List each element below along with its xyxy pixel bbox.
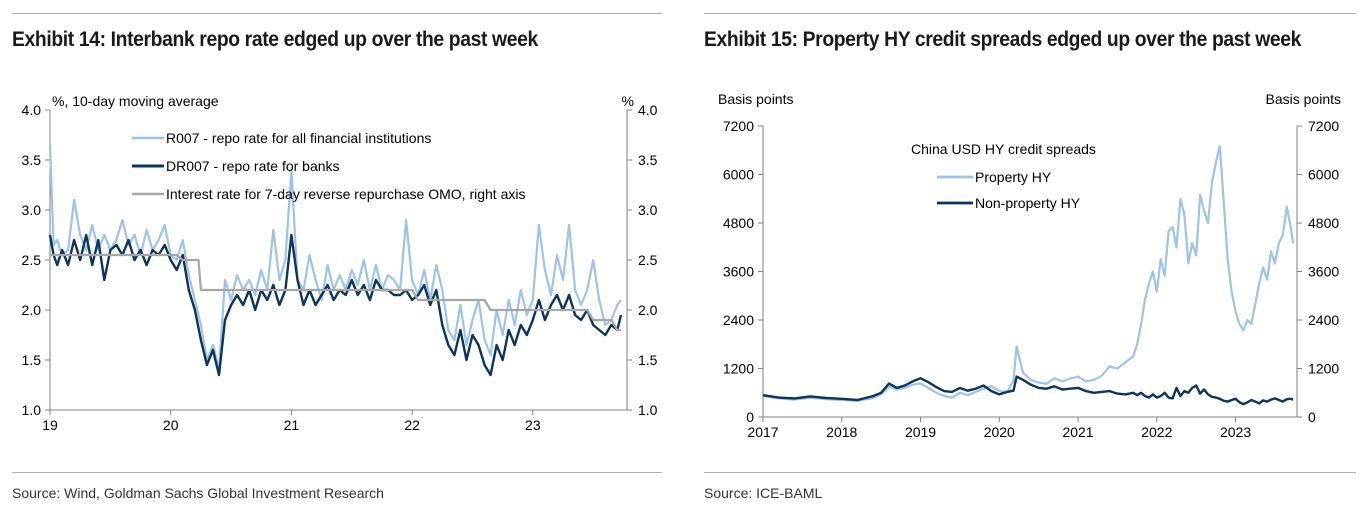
x-tick-label: 2020 [984, 424, 1015, 440]
series-line-omo [50, 253, 621, 332]
y-tick-label-left: 3.5 [22, 152, 42, 168]
y-tick-label-right: 2.5 [638, 252, 658, 268]
x-tick-label: 2022 [1141, 424, 1172, 440]
series-line-property [762, 145, 1295, 402]
x-tick-label: 20 [163, 417, 179, 433]
repo-rate-chart: 1.0 1.0 1.5 1.5 2.0 2.0 2.5 2.5 3.0 3.0 3.5 3.5 4.0 4… [22, 93, 658, 433]
exhibit-15-source: Source: ICE-BAML [704, 485, 823, 501]
exhibit-15-panel: Exhibit 15: Property HY credit spreads e… [704, 0, 1356, 511]
y-tick-label-left: 3.0 [22, 202, 42, 218]
y-tick-label-right: 1200 [1308, 361, 1339, 377]
y-tick-label-left: 1200 [723, 361, 754, 377]
exhibit-14-panel: Exhibit 14: Interbank repo rate edged up… [12, 0, 662, 511]
y-tick-label-right: 0 [1308, 409, 1316, 425]
y-tick-label-right: 1.5 [638, 352, 658, 368]
bottom-rule [12, 472, 662, 473]
series-line-dr007 [48, 233, 623, 377]
x-tick-label: 22 [404, 417, 420, 433]
y-tick-label-left: 1.5 [22, 352, 42, 368]
y-tick-label-right: 3.5 [638, 152, 658, 168]
legend-title: China USD HY credit spreads [911, 141, 1096, 157]
y-axis-label-right: Basis points [1266, 91, 1341, 107]
y-tick-label-left: 1.0 [22, 402, 42, 418]
y-tick-label-left: 4800 [723, 215, 754, 231]
y-tick-label-left: 0 [746, 409, 754, 425]
legend-label-property: Property HY [975, 169, 1052, 185]
y-tick-label-left: 6000 [723, 167, 754, 183]
top-rule [12, 13, 662, 14]
legend-label-dr007: DR007 - repo rate for banks [166, 158, 340, 174]
legend-label-nonproperty: Non-property HY [975, 195, 1081, 211]
legend-label-r007: R007 - repo rate for all financial insti… [166, 130, 431, 146]
x-tick-label: 23 [525, 417, 541, 433]
x-tick-label: 2017 [747, 424, 778, 440]
y-tick-label-right: 7200 [1308, 118, 1339, 134]
y-tick-label-left: 2400 [723, 312, 754, 328]
y-tick-label-right: 2400 [1308, 312, 1339, 328]
x-tick-label: 2023 [1220, 424, 1251, 440]
y-axis-label-right: % [622, 93, 634, 109]
y-tick-label-left: 7200 [723, 118, 754, 134]
y-tick-label-left: 3600 [723, 264, 754, 280]
y-tick-label-left: 2.5 [22, 252, 42, 268]
x-tick-label: 2021 [1062, 424, 1093, 440]
y-tick-label-right: 4800 [1308, 215, 1339, 231]
y-tick-label-right: 4.0 [638, 102, 658, 118]
hy-spreads-chart: 0 0 1200 1200 2400 2400 3600 3600 4800 4800 6000 60… [718, 91, 1341, 440]
y-tick-label-right: 6000 [1308, 167, 1339, 183]
bottom-rule [704, 472, 1356, 473]
y-tick-label-right: 3.0 [638, 202, 658, 218]
series-line-nonproperty [762, 375, 1294, 406]
legend-label-omo: Interest rate for 7-day reverse repurcha… [166, 186, 525, 202]
x-tick-label: 19 [42, 417, 58, 433]
x-tick-label: 21 [284, 417, 300, 433]
y-tick-label-right: 1.0 [638, 402, 658, 418]
y-tick-label-left: 4.0 [22, 102, 42, 118]
exhibit-15-title: Exhibit 15: Property HY credit spreads e… [704, 28, 1302, 51]
y-axis-label-left: %, 10-day moving average [52, 93, 219, 109]
y-tick-label-right: 3600 [1308, 264, 1339, 280]
y-tick-label-left: 2.0 [22, 302, 42, 318]
y-axis-label-left: Basis points [718, 91, 793, 107]
x-tick-label: 2019 [905, 424, 936, 440]
x-tick-label: 2018 [826, 424, 857, 440]
exhibit-14-title: Exhibit 14: Interbank repo rate edged up… [12, 28, 538, 51]
y-tick-label-right: 2.0 [638, 302, 658, 318]
top-rule [704, 13, 1356, 14]
exhibit-14-source: Source: Wind, Goldman Sachs Global Inves… [12, 485, 384, 501]
